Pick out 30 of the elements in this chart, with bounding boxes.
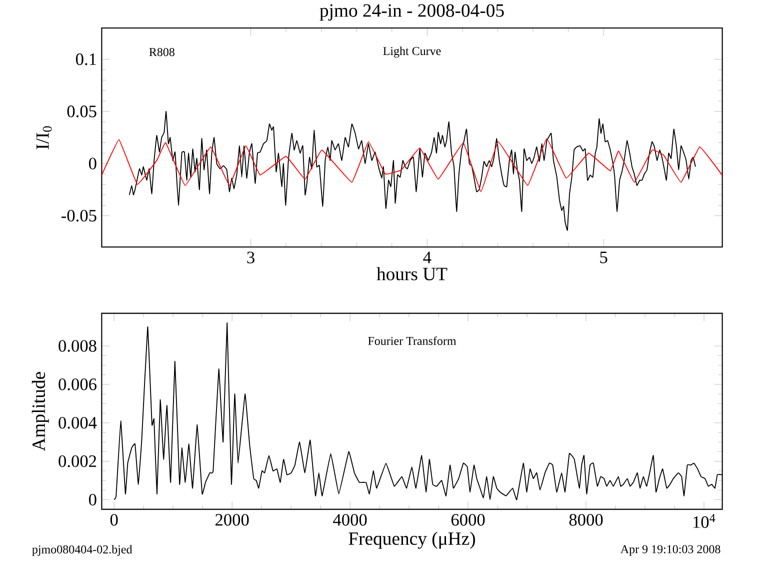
x-axis-title: hours UT <box>376 267 448 280</box>
x-tick-label: 2000 <box>215 514 249 526</box>
y-axis-title: I/I$_{0}$ <box>36 126 52 150</box>
y-tick-label: 0.05 <box>67 106 96 118</box>
y-tick-label: 0 <box>88 494 96 506</box>
y-tick-label: -0.05 <box>62 210 96 222</box>
y-tick-label: 0.008 <box>58 340 96 352</box>
x-tick-label: 4000 <box>333 514 367 526</box>
annotation: R808 <box>149 48 174 56</box>
annotation: Fourier Transform <box>368 336 456 346</box>
line-series <box>102 138 722 192</box>
y-axis-title: Amplitude <box>32 372 49 452</box>
x-tick-label: 0 <box>110 514 118 526</box>
y-tick-label: 0.004 <box>58 416 97 429</box>
y-tick-label: 0 <box>88 158 96 170</box>
x-axis-title: Frequency (μHz) <box>348 532 476 549</box>
x-tick-label: 4 <box>423 252 432 264</box>
x-tick-label: 8000 <box>569 514 603 526</box>
x-tick-label: 6000 <box>451 514 485 526</box>
x-tick-label: 3 <box>247 252 254 264</box>
annotation: Light Curve <box>383 46 441 58</box>
text: Apr 9 19:10:03 2008 <box>620 545 720 556</box>
chart-title: pjmo 24-in - 2008-04-05 <box>320 4 504 21</box>
x-tick-label: 5 <box>600 252 608 264</box>
x-tick-label: 10$^{4}$ <box>694 514 716 528</box>
y-tick-label: 0.002 <box>58 455 96 468</box>
line-series <box>128 110 696 231</box>
text: pjmo080404-02.bjed <box>32 545 132 556</box>
y-tick-label: 0.006 <box>58 378 96 390</box>
y-tick-label: 0.1 <box>76 53 96 66</box>
